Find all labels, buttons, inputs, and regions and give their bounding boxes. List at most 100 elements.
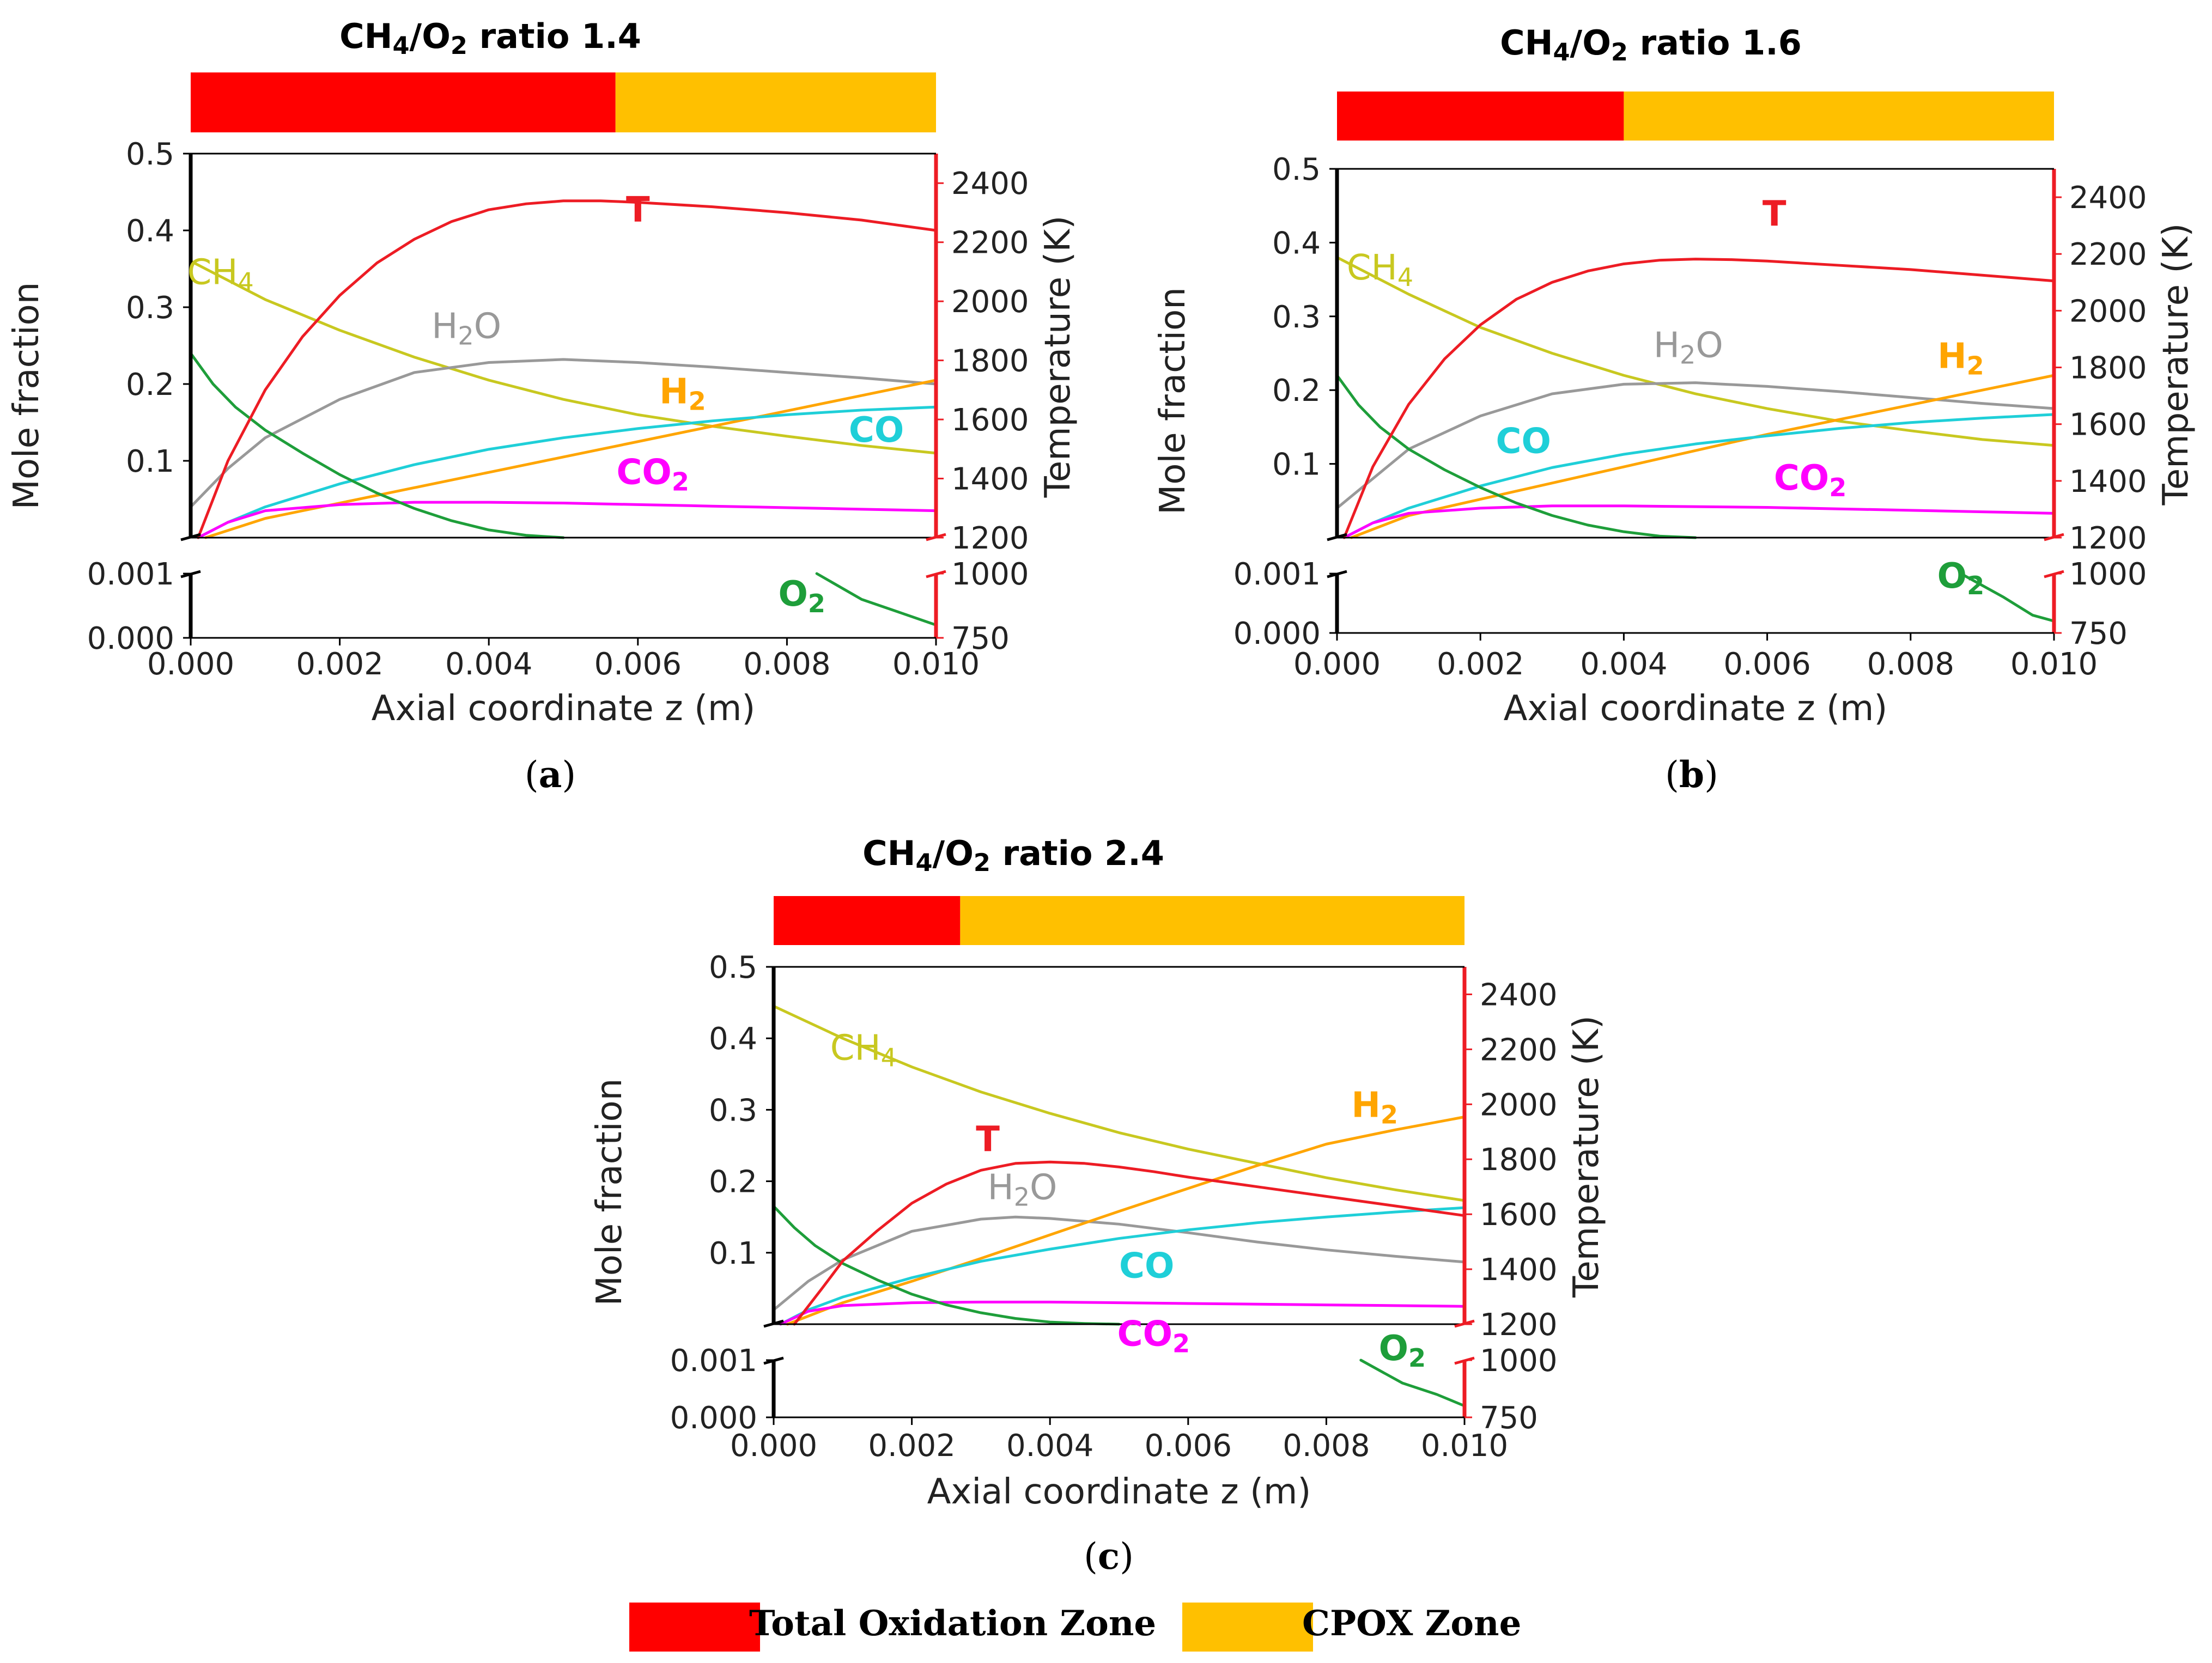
y2-tick-label: 2200: [951, 226, 1029, 261]
series-label-o2: O2: [779, 574, 825, 618]
y2-tick-label-lower: 1000: [951, 557, 1029, 592]
x-tick-label: 0.004: [1006, 1428, 1093, 1464]
y2-tick-label: 1200: [1480, 1307, 1558, 1343]
series-label-co2: CO2: [616, 452, 689, 496]
zone-bar-cpox: [1624, 92, 2054, 141]
series-label-t: T: [626, 190, 650, 230]
legend-label-cpox: CPOX Zone: [1302, 1603, 1521, 1644]
y2-tick-label: 2400: [2069, 180, 2147, 216]
series-line-co2: [197, 501, 938, 539]
x-tick-label: 0.002: [868, 1428, 955, 1464]
x-tick-label: 0.006: [1145, 1428, 1232, 1464]
series-line-ch4: [189, 259, 938, 455]
y2-tick-label: 2000: [2069, 294, 2147, 329]
y2-tick-label: 2400: [951, 166, 1029, 202]
panel-caption: (b): [1665, 753, 1718, 796]
series-label-co2: CO2: [1117, 1314, 1190, 1358]
y-tick-label: 0.1: [126, 444, 174, 479]
y-tick-label-lower: 0.000: [670, 1400, 757, 1436]
y-axis-label: Mole fraction: [590, 1079, 630, 1306]
x-tick-label: 0.010: [892, 647, 980, 682]
series-label-t: T: [976, 1119, 1000, 1160]
series-line-co2: [779, 1300, 1466, 1326]
y-tick-label-lower: 0.001: [1233, 557, 1321, 592]
y2-axis-label: Temperature (K): [1566, 1015, 1607, 1298]
y-tick-label: 0.3: [709, 1093, 757, 1128]
panel-caption: (a): [525, 753, 576, 796]
x-tick-label: 0.002: [1437, 647, 1524, 682]
series-label-co2: CO2: [1774, 458, 1846, 502]
y2-tick-label: 2200: [2069, 237, 2147, 272]
series-line-t: [1342, 258, 2056, 539]
series-line-h2: [1350, 374, 2056, 539]
y-axis-label: Mole fraction: [1153, 287, 1193, 515]
x-tick-label: 0.010: [2010, 647, 2098, 682]
y2-tick-label: 1600: [2069, 407, 2147, 443]
legend-swatch-cpox: [1182, 1603, 1313, 1652]
series-line-co: [779, 1206, 1466, 1326]
y2-tick-label: 2000: [951, 284, 1029, 320]
x-tick-label: 0.004: [445, 647, 532, 682]
y2-tick-label: 2400: [1480, 977, 1558, 1013]
y-tick-label: 0.2: [709, 1165, 757, 1200]
y2-tick-label: 1800: [2069, 351, 2147, 386]
series-label-co: CO: [849, 410, 904, 450]
series-line-h2: [786, 1116, 1466, 1326]
series-line-co: [1342, 413, 2056, 539]
series-line-t: [793, 1160, 1466, 1326]
series-line-h2o: [1335, 381, 2056, 510]
series-line-o2: [189, 352, 565, 539]
series-line-o2-lower: [1959, 572, 2056, 623]
series-label-h2: H2: [1351, 1086, 1398, 1130]
y2-tick-label-lower: 750: [951, 621, 1010, 656]
series-line-ch4: [1335, 255, 2056, 447]
series-line-h2o: [189, 358, 938, 509]
series-label-co: CO: [1496, 421, 1551, 461]
y2-tick-label: 1400: [951, 462, 1029, 497]
series-label-h2o: H2O: [1654, 325, 1723, 369]
zone-bar-total-oxidation: [1337, 92, 1624, 141]
x-tick-label: 0.010: [1421, 1428, 1508, 1464]
axes: 0.000 0.002 0.004 0.006 0.008 0.010 0.1 0.2 0.3 0…: [670, 950, 1558, 1464]
axes: 0.000 0.002 0.004 0.006 0.008 0.010 0.1 0.2 0.3 0…: [87, 137, 1029, 682]
series-line-o2: [772, 1205, 1121, 1326]
axis-break-mark: [1327, 533, 1347, 541]
y2-tick-label: 1600: [951, 403, 1029, 438]
series-line-o2: [1335, 374, 1697, 539]
legend: Total Oxidation Zone CPOX Zone: [629, 1603, 1521, 1652]
y-tick-label: 0.5: [709, 950, 757, 985]
y2-axis-label: Temperature (K): [1038, 216, 1078, 498]
series-label-co: CO: [1119, 1246, 1174, 1287]
y-tick-label: 0.2: [126, 367, 174, 403]
series-line-ch4: [772, 1004, 1466, 1202]
series-label-ch4: CH4: [830, 1028, 897, 1073]
axis-break-mark: [180, 533, 201, 541]
y2-tick-label-lower: 1000: [1480, 1343, 1558, 1379]
y2-tick-label: 1400: [1480, 1252, 1558, 1288]
x-tick-label: 0.006: [594, 647, 682, 682]
y2-tick-label: 2200: [1480, 1032, 1558, 1068]
x-axis-label: Axial coordinate z (m): [372, 689, 756, 729]
series-label-h2o: H2O: [988, 1167, 1058, 1211]
y-tick-label: 0.1: [1272, 447, 1321, 483]
legend-label-total-oxidation: Total Oxidation Zone: [749, 1603, 1156, 1644]
chart-panel-b: CH4/O2 ratio 1.60.000 0.002 0.004 0.006 0.00…: [1153, 23, 2196, 796]
series-line-co2: [1342, 504, 2056, 539]
x-tick-label: 0.000: [147, 647, 234, 682]
y2-tick-label: 1800: [1480, 1142, 1558, 1178]
x-tick-label: 0.004: [1580, 647, 1667, 682]
series-label-ch4: CH4: [187, 253, 254, 297]
x-tick-label: 0.008: [1867, 647, 1954, 682]
chart-title: CH4/O2 ratio 1.6: [1500, 23, 1802, 66]
panel-caption: (c): [1084, 1535, 1134, 1577]
series-line-o2-lower: [815, 572, 938, 626]
y2-tick-label-lower: 1000: [2069, 557, 2147, 592]
y2-tick-label: 1200: [951, 521, 1029, 556]
y-tick-label: 0.5: [126, 137, 174, 172]
series-label-h2: H2: [659, 371, 706, 416]
x-tick-label: 0.000: [730, 1428, 817, 1464]
axis-break-mark: [763, 1319, 784, 1328]
series-label-o2: O2: [1937, 556, 1984, 600]
zone-bar-cpox: [960, 896, 1464, 945]
axes: 0.000 0.002 0.004 0.006 0.008 0.010 0.1 0.2 0.3 0…: [1233, 152, 2147, 682]
